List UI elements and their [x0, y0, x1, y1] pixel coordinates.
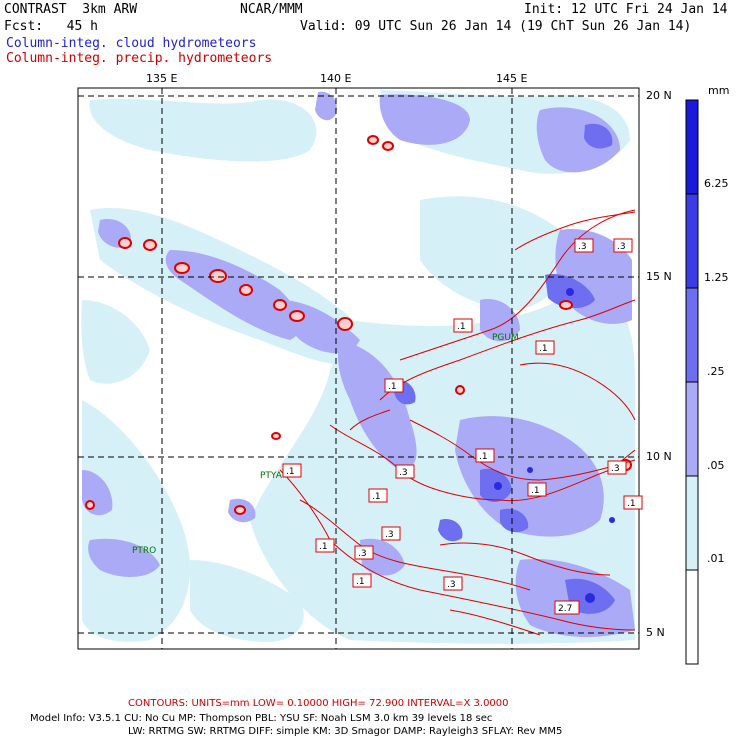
contour-label-text: .3 [399, 468, 408, 478]
contour-label: .1 [475, 448, 495, 463]
field-cloud-label: Column-integ. cloud hydrometeors [6, 36, 257, 51]
contour-label: .3 [395, 464, 415, 479]
lat-label-15n: 15 N [646, 270, 672, 283]
colorbar-box [685, 569, 699, 665]
lon-label-140: 140 E [320, 72, 352, 85]
colorbar-label-0-01: .01 [707, 552, 725, 565]
lat-label-5n: 5 N [646, 626, 665, 639]
contour-label: .1 [453, 318, 473, 333]
station-pgum: PGUM [492, 333, 519, 343]
contour-label: .1 [315, 538, 335, 553]
lat-label-10n: 10 N [646, 450, 672, 463]
contour-label: .3 [381, 526, 401, 541]
colorbar-label-0-25: .25 [707, 365, 725, 378]
field-precip-label: Column-integ. precip. hydrometeors [6, 51, 273, 66]
contour-label-text: .1 [286, 467, 295, 477]
contour-label: .1 [282, 463, 302, 478]
lon-label-135: 135 E [146, 72, 178, 85]
contour-label: .1 [623, 495, 643, 510]
model-info-line1: Model Info: V3.5.1 CU: No Cu MP: Thompso… [30, 713, 493, 724]
contour-label-text: .1 [531, 486, 540, 496]
contour-label: .3 [443, 576, 463, 591]
contour-label-text: .1 [479, 452, 488, 462]
contour-label-text: .3 [617, 242, 626, 252]
contour-label-text: .3 [447, 580, 456, 590]
contour-label: .1 [384, 378, 404, 393]
contour-label-text: .1 [372, 492, 381, 502]
contour-labels: .3 .3 .1 .1 .1 .1 .1 .3 .1 .1 .3 .3 .1 .3 .1 .1 .3 2.7 [282, 238, 643, 615]
lat-label-20n: 20 N [646, 89, 672, 102]
colorbar-box [685, 381, 699, 477]
lon-label-145: 145 E [496, 72, 528, 85]
colorbar-box [685, 475, 699, 571]
station-ptro: PTRO [132, 546, 156, 556]
contour-label-text: .1 [319, 542, 328, 552]
lat-lon-grid [78, 88, 639, 649]
contour-label-text: .1 [457, 322, 466, 332]
cloud-field [81, 90, 635, 644]
valid-time: Valid: 09 UTC Sun 26 Jan 14 (19 ChT Sun … [300, 19, 692, 34]
colorbar-box [685, 193, 699, 289]
contour-label: .1 [527, 482, 547, 497]
contour-label-text: .1 [627, 499, 636, 509]
contour-label: .1 [535, 340, 555, 355]
contour-label-text: .3 [611, 464, 620, 474]
contour-label-text: .1 [356, 577, 365, 587]
contour-label-text: 2.7 [558, 604, 572, 614]
contour-label: .3 [607, 460, 627, 475]
forecast-hour: Fcst: 45 h [4, 19, 98, 34]
colorbar-box [685, 99, 699, 195]
contour-label: .1 [352, 573, 372, 588]
colorbar-label-0-05: .05 [707, 459, 725, 472]
contour-label: .3 [574, 238, 594, 253]
colorbar-label-1-25: 1.25 [704, 271, 729, 284]
contour-label-text: .3 [358, 549, 367, 559]
contour-label-text: .3 [385, 530, 394, 540]
contour-label: .3 [613, 238, 633, 253]
colorbar [685, 99, 699, 665]
model-info-line2: LW: RRTMG SW: RRTMG DIFF: simple KM: 3D … [128, 726, 563, 737]
colorbar-units: mm [708, 84, 730, 97]
colorbar-box [685, 287, 699, 383]
init-time: Init: 12 UTC Fri 24 Jan 14 [524, 2, 728, 17]
contour-label-text: .1 [388, 382, 397, 392]
model-title: CONTRAST 3km ARW [4, 2, 138, 17]
contour-info: CONTOURS: UNITS=mm LOW= 0.10000 HIGH= 72… [128, 698, 509, 709]
contour-label: 2.7 [554, 600, 580, 615]
station-ptya: PTYA [260, 471, 283, 481]
org-label: NCAR/MMM [240, 2, 303, 17]
contour-label-text: .3 [578, 242, 587, 252]
contour-label: .1 [368, 488, 388, 503]
contour-label-text: .1 [539, 344, 548, 354]
colorbar-label-6-25: 6.25 [704, 177, 729, 190]
precip-contours [279, 209, 636, 636]
contour-label: .3 [354, 545, 374, 560]
